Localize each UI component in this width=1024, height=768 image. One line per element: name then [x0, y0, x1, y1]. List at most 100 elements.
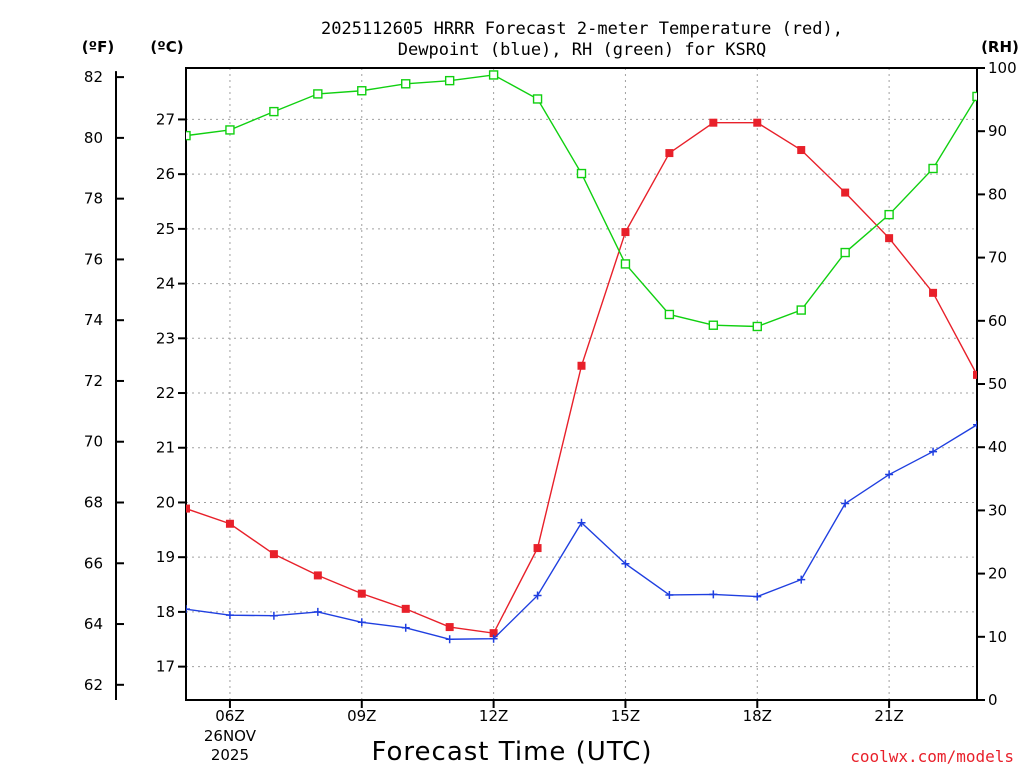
x-tick-label: 06Z: [215, 707, 244, 725]
dewpoint-point: [401, 623, 410, 632]
temperature-line: [186, 121, 977, 634]
rh-tick-label: 100: [988, 59, 1017, 77]
celsius-tick-label: 22: [156, 384, 175, 402]
x-tick-date-label: 26NOV: [204, 727, 257, 745]
celsius-tick-label: 23: [156, 329, 175, 347]
temperature-point: [269, 550, 278, 559]
rh-point: [444, 75, 455, 86]
rh-point: [796, 305, 806, 315]
rh-point: [752, 321, 762, 332]
dewpoint-point: [709, 590, 718, 599]
x-axis-title: Forecast Time (UTC): [371, 737, 652, 767]
fahrenheit-tick-label: 80: [84, 129, 103, 147]
celsius-tick-label: 27: [156, 110, 175, 128]
rh-point: [840, 247, 850, 258]
x-tick-label: 18Z: [743, 707, 772, 725]
dewpoint-point: [225, 611, 234, 620]
temperature-point: [489, 629, 498, 638]
celsius-tick-label: 21: [156, 439, 175, 457]
celsius-tick-label: 24: [156, 275, 175, 293]
dewpoint-point: [797, 575, 806, 584]
rh-point: [884, 209, 894, 220]
dewpoint-point: [357, 618, 366, 627]
fahrenheit-tick-label: 64: [84, 615, 103, 633]
tick-labels: 62 64 66 68 70 72 74 76 78 80 82 17 18 19 20 21 22 23 24 25…: [84, 59, 1017, 764]
fahrenheit-tick-label: 74: [84, 311, 103, 329]
rh-point: [708, 320, 719, 330]
dewpoint-point: [885, 470, 894, 479]
dewpoint-point: [753, 592, 762, 601]
x-tick-label: 15Z: [611, 707, 640, 725]
fahrenheit-tick-label: 76: [84, 250, 103, 268]
rh-series: [186, 70, 977, 332]
chart-title-line-1: 2025112605 HRRR Forecast 2-meter Tempera…: [321, 19, 843, 39]
rh-point: [401, 79, 411, 89]
fahrenheit-tick-label: 66: [84, 554, 103, 572]
rh-tick-label: 30: [988, 501, 1007, 519]
dewpoint-point: [929, 447, 938, 456]
celsius-tick-label: 18: [156, 603, 175, 621]
rh-tick-label: 70: [988, 249, 1007, 267]
temperature-point: [929, 288, 938, 297]
fahrenheit-tick-label: 62: [84, 676, 103, 694]
x-tick-label: 21Z: [874, 707, 903, 725]
fahrenheit-tick-label: 78: [84, 190, 103, 208]
rh-line: [186, 74, 977, 328]
temperature-point: [445, 623, 454, 632]
chart-title-line-2: Dewpoint (blue), RH (green) for KSRQ: [398, 40, 766, 60]
fahrenheit-tick-label: 72: [84, 372, 103, 390]
plot-frame: [185, 67, 978, 701]
celsius-tick-label: 17: [156, 658, 175, 676]
rh-point: [532, 94, 543, 104]
rh-point: [928, 163, 938, 174]
temperature-point: [973, 370, 977, 379]
temperature-series: [186, 118, 977, 638]
dewpoint-point: [186, 605, 190, 614]
rh-point: [357, 86, 367, 96]
rh-tick-label: 80: [988, 185, 1007, 203]
temperature-point: [753, 118, 762, 127]
rh-tick-label: 60: [988, 312, 1007, 330]
dewpoint-point: [841, 499, 850, 508]
celsius-tick-label: 25: [156, 220, 175, 238]
temperature-point: [841, 188, 850, 197]
dewpoint-point: [269, 611, 278, 620]
dewpoint-point: [445, 635, 454, 644]
rh-point: [225, 125, 235, 135]
rh-point: [972, 91, 977, 102]
dewpoint-point: [533, 591, 542, 600]
rh-axis-unit-label: (RH): [981, 38, 1019, 56]
temperature-point: [186, 504, 190, 513]
temperature-point: [577, 361, 586, 370]
temperature-point: [533, 544, 542, 553]
temperature-point: [225, 519, 234, 528]
dewpoint-point: [489, 634, 498, 643]
temperature-point: [709, 118, 718, 127]
fahrenheit-tick-label: 70: [84, 433, 103, 451]
dewpoint-series: [186, 420, 977, 644]
x-tick-label: 09Z: [347, 707, 376, 725]
dewpoint-point: [577, 518, 586, 527]
celsius-tick-label: 20: [156, 493, 175, 511]
rh-tick-label: 40: [988, 438, 1007, 456]
fahrenheit-tick-label: 82: [84, 68, 103, 86]
dewpoint-point: [313, 607, 322, 616]
temperature-point: [401, 604, 410, 613]
rh-tick-label: 0: [988, 691, 998, 709]
celsius-tick-label: 26: [156, 165, 175, 183]
x-tick-label: 12Z: [479, 707, 508, 725]
rh-point: [620, 259, 631, 269]
dewpoint-point: [973, 420, 977, 429]
temperature-point: [797, 146, 806, 155]
celsius-axis-unit-label: (ºC): [150, 38, 183, 56]
gridlines: [186, 68, 977, 700]
temperature-point: [885, 234, 894, 243]
rh-point: [186, 130, 191, 141]
rh-point: [313, 89, 323, 99]
temperature-point: [313, 571, 322, 580]
source-credit: coolwx.com/models: [850, 747, 1014, 766]
temperature-point: [621, 228, 630, 237]
rh-point: [664, 309, 675, 320]
dewpoint-point: [665, 590, 674, 599]
